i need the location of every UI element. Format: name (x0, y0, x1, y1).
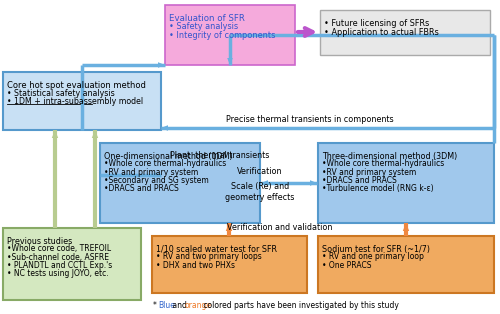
Text: Evaluation of SFR: Evaluation of SFR (169, 14, 245, 23)
Text: • Integrity of components: • Integrity of components (169, 31, 276, 40)
Text: 1/10 scaled water test for SFR: 1/10 scaled water test for SFR (156, 245, 277, 254)
Polygon shape (154, 172, 161, 178)
Polygon shape (227, 58, 233, 65)
Text: • DHX and two PHXs: • DHX and two PHXs (156, 261, 235, 270)
Polygon shape (226, 223, 232, 231)
Bar (318, 143, 494, 223)
Polygon shape (158, 62, 165, 68)
Text: • 1DM + intra-subassembly model: • 1DM + intra-subassembly model (7, 97, 143, 106)
Text: One-dimensional method (1DM): One-dimensional method (1DM) (104, 152, 232, 161)
Text: •Turbulence model (RNG k-ε): •Turbulence model (RNG k-ε) (322, 184, 434, 193)
Bar (3, 72, 161, 130)
Text: •RV and primary system: •RV and primary system (322, 168, 416, 177)
Text: Verification and validation: Verification and validation (228, 224, 332, 232)
Text: • Statistical safety analysis: • Statistical safety analysis (7, 89, 115, 98)
Text: •DRACS and PRACS: •DRACS and PRACS (104, 184, 179, 193)
Bar (100, 143, 260, 223)
Polygon shape (161, 125, 168, 131)
Text: •Whole core code, TREFOIL: •Whole core code, TREFOIL (7, 245, 111, 253)
Polygon shape (261, 180, 268, 186)
Polygon shape (403, 223, 409, 231)
Bar (320, 10, 490, 55)
Text: • One PRACS: • One PRACS (322, 261, 372, 270)
Bar (318, 236, 494, 293)
Text: Plant  thermal transients: Plant thermal transients (170, 150, 270, 160)
Polygon shape (92, 130, 98, 138)
Text: •Whole core thermal-hydraulics: •Whole core thermal-hydraulics (322, 160, 444, 169)
Polygon shape (310, 180, 317, 186)
Text: Verification: Verification (238, 167, 283, 176)
Text: • 1DM + intra-subassembly model: • 1DM + intra-subassembly model (7, 97, 143, 106)
Text: Core hot spot evaluation method: Core hot spot evaluation method (7, 81, 146, 90)
Text: •Whole core thermal-hydraulics: •Whole core thermal-hydraulics (104, 160, 226, 169)
Text: •Sub-channel code, ASFRE: •Sub-channel code, ASFRE (7, 253, 109, 262)
Text: •RV and primary system: •RV and primary system (104, 168, 198, 177)
Text: orange: orange (184, 300, 211, 310)
Text: Blue: Blue (158, 300, 176, 310)
Text: *: * (153, 300, 159, 310)
Text: •DRACS and PRACS: •DRACS and PRACS (322, 176, 397, 185)
Polygon shape (52, 130, 58, 138)
Bar (165, 5, 295, 65)
Text: and: and (170, 300, 189, 310)
Text: colored parts have been investigated by this study: colored parts have been investigated by … (202, 300, 400, 310)
Text: Precise thermal transients in components: Precise thermal transients in components (226, 116, 394, 124)
Text: • Application to actual FBRs: • Application to actual FBRs (324, 28, 439, 37)
Text: Three-dimensional method (3DM): Three-dimensional method (3DM) (322, 152, 457, 161)
Text: • RV and two primary loops: • RV and two primary loops (156, 252, 262, 262)
Text: • RV and one primary loop: • RV and one primary loop (322, 252, 424, 262)
Text: Sodium test for SFR (~1/7): Sodium test for SFR (~1/7) (322, 245, 430, 254)
Text: • NC tests using JOYO, etc.: • NC tests using JOYO, etc. (7, 269, 108, 278)
Text: •Secondary and SG system: •Secondary and SG system (104, 176, 209, 185)
Text: Previous studies: Previous studies (7, 237, 72, 246)
Text: • PLANDTL and CCTL Exp.'s: • PLANDTL and CCTL Exp.'s (7, 261, 112, 270)
Bar (3, 228, 141, 300)
Bar (152, 236, 307, 293)
Text: • Safety analysis: • Safety analysis (169, 22, 238, 31)
Text: Scale (Re) and
geometry effects: Scale (Re) and geometry effects (226, 182, 294, 202)
Text: • Future licensing of SFRs: • Future licensing of SFRs (324, 19, 429, 28)
